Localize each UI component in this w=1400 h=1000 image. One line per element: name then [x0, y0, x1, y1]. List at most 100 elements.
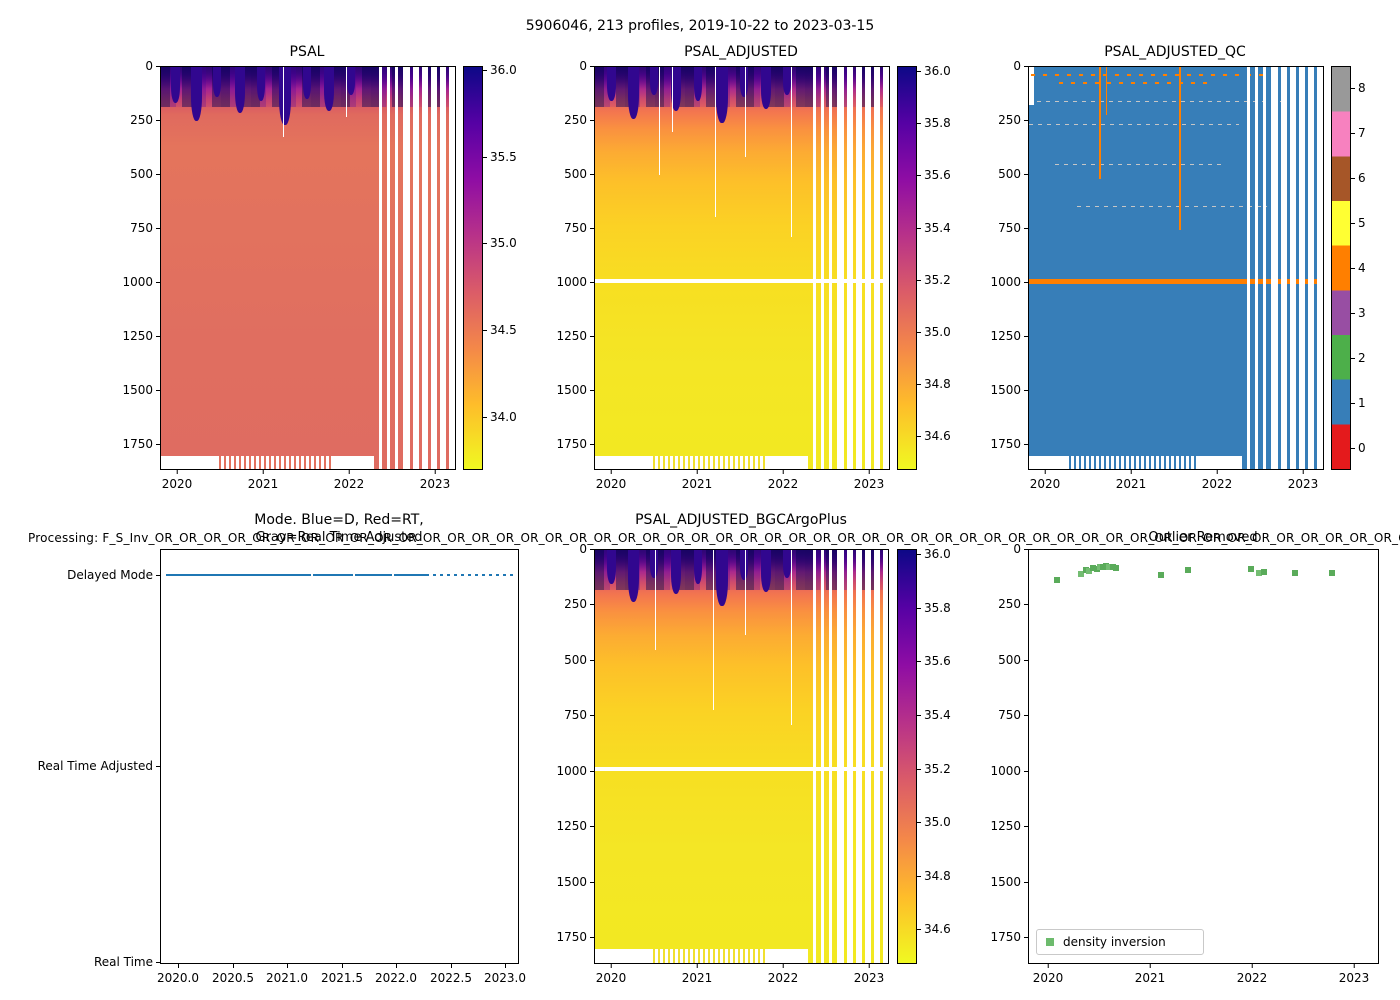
panel-title-psal-adjusted-qc: PSAL_ADJUSTED_QC	[1104, 44, 1246, 60]
panel-title-psal: PSAL	[289, 44, 325, 60]
x-tick-label: 2022	[767, 964, 799, 985]
qc-missing-row	[1037, 101, 1287, 102]
x-tick-label: 2020.0	[157, 964, 199, 985]
density-inversion-point	[1113, 565, 1119, 571]
qc-flag4-vline	[1106, 67, 1107, 115]
surface-spike	[716, 67, 728, 123]
panel-psal-adjusted-qc	[1028, 66, 1324, 470]
qc-flag4-surface-dashes	[1059, 82, 1209, 84]
colorbar-tick-label: 34.8	[917, 869, 951, 883]
y-tick-label: 1500	[542, 383, 594, 397]
colorbar-tick-label: 35.0	[917, 815, 951, 829]
x-tick-label: 2020	[595, 964, 627, 985]
density-inversion-point	[1329, 570, 1335, 576]
panel-psal	[160, 66, 456, 470]
missing-profile-line	[745, 550, 746, 635]
y-tick-label: 500	[976, 167, 1028, 181]
y-tick-label: 1000	[976, 764, 1028, 778]
colorbar-tick-label: 35.8	[917, 116, 951, 130]
x-tick-label: 2021	[1115, 470, 1147, 491]
qc-missing-row	[1055, 164, 1225, 165]
surface-spike	[783, 550, 791, 578]
y-tick-label: 1250	[542, 329, 594, 343]
colorbar-tick-label: 2	[1351, 351, 1366, 365]
surface-spike	[694, 67, 702, 101]
missing-profile-line	[659, 67, 660, 175]
missing-profile-line	[283, 67, 284, 137]
missing-profile-line	[791, 550, 792, 725]
colorbar-tick-label: 4	[1351, 261, 1366, 275]
missing-profile-line	[745, 67, 746, 157]
y-tick-label: 250	[976, 113, 1028, 127]
y-tick-label: 1250	[976, 819, 1028, 833]
colorbar-tick-label: 36.0	[917, 64, 951, 78]
panel-psal-adjusted-bgc	[594, 549, 889, 964]
density-inversion-point	[1292, 570, 1298, 576]
density-inversion-point	[1158, 572, 1164, 578]
x-tick-label: 2022	[1201, 470, 1233, 491]
x-tick-label: 2021	[681, 964, 713, 985]
panel-title-mode: Mode. Blue=D, Red=RT,	[254, 512, 424, 528]
y-tick-label: 250	[108, 113, 160, 127]
x-tick-label: 2022	[1236, 964, 1268, 985]
colorbar-tick-label: 35.6	[917, 654, 951, 668]
panel-title-outlier-removed: Outlier Removed	[1148, 530, 1258, 545]
y-tick-label: 250	[976, 597, 1028, 611]
density-inversion-point	[1106, 564, 1112, 570]
colorbar-tick-label: 35.8	[917, 601, 951, 615]
surface-spike	[716, 550, 728, 606]
missing-profile-line	[346, 67, 347, 117]
x-tick-label: 2020	[1029, 470, 1061, 491]
colorbar-tick-label: 6	[1351, 171, 1366, 185]
deep-profile-comb	[653, 949, 765, 963]
surface-spike	[628, 550, 639, 602]
surface-spike	[628, 67, 639, 119]
x-tick-label: 2020	[161, 470, 193, 491]
surface-spike	[324, 67, 334, 111]
sparse-profiles-region	[1242, 67, 1272, 469]
qc-flag4-vline	[1179, 67, 1181, 230]
y-tick-label: 1500	[976, 383, 1028, 397]
panel-psal-adjusted	[594, 66, 890, 470]
y-tick-label: 1750	[542, 437, 594, 451]
x-tick-label: 2021	[681, 470, 713, 491]
surface-spike	[783, 67, 791, 95]
x-tick-label: 2022	[333, 470, 365, 491]
y-tick-label: 1250	[108, 329, 160, 343]
colorbar-tick-label: 34.5	[483, 323, 517, 337]
x-tick-label: 2023	[1338, 964, 1370, 985]
missing-profile-line	[672, 67, 673, 132]
x-tick-label: 2021.0	[266, 964, 308, 985]
colorbar-tick-label: 36.0	[483, 63, 517, 77]
colorbar-tick-label: 34.6	[917, 429, 951, 443]
density-inversion-point	[1256, 570, 1262, 576]
mode-line-gap	[392, 574, 394, 576]
surface-spike	[235, 67, 245, 113]
colorbar-tick-label: 34.8	[917, 377, 951, 391]
x-tick-label: 2023	[853, 964, 885, 985]
sparse-profiles-region	[374, 67, 404, 469]
x-tick-label: 2021	[1134, 964, 1166, 985]
missing-first-profiles	[1029, 67, 1034, 105]
processing-text: Processing: F_S_Inv_OR_OR_OR_OR_OR_OR_OR…	[28, 531, 1400, 545]
panel-outlier-removed: density inversion	[1028, 549, 1379, 964]
y-tick-label: 0	[976, 59, 1028, 73]
colorbar-tick-label: 8	[1351, 81, 1366, 95]
qc-flag4-surface-dashes	[1031, 74, 1286, 76]
legend-label: density inversion	[1063, 935, 1166, 949]
surface-spike	[740, 67, 748, 97]
x-tick-label: 2021.5	[321, 964, 363, 985]
delayed-mode-line	[166, 574, 426, 576]
colorbar-psal	[463, 66, 483, 470]
y-tick-label: Real Time	[23, 955, 160, 969]
y-tick-label: 1000	[108, 275, 160, 289]
colorbar-tick-label: 34.6	[917, 922, 951, 936]
mode-line-gap	[311, 574, 313, 576]
colorbar-tick-label: 3	[1351, 306, 1366, 320]
surface-spike	[694, 550, 702, 584]
y-tick-label: 500	[976, 653, 1028, 667]
missing-data-stripes	[838, 67, 889, 469]
x-tick-label: 2020	[1032, 964, 1064, 985]
missing-band-990m	[595, 279, 889, 283]
missing-profile-line	[791, 67, 792, 237]
